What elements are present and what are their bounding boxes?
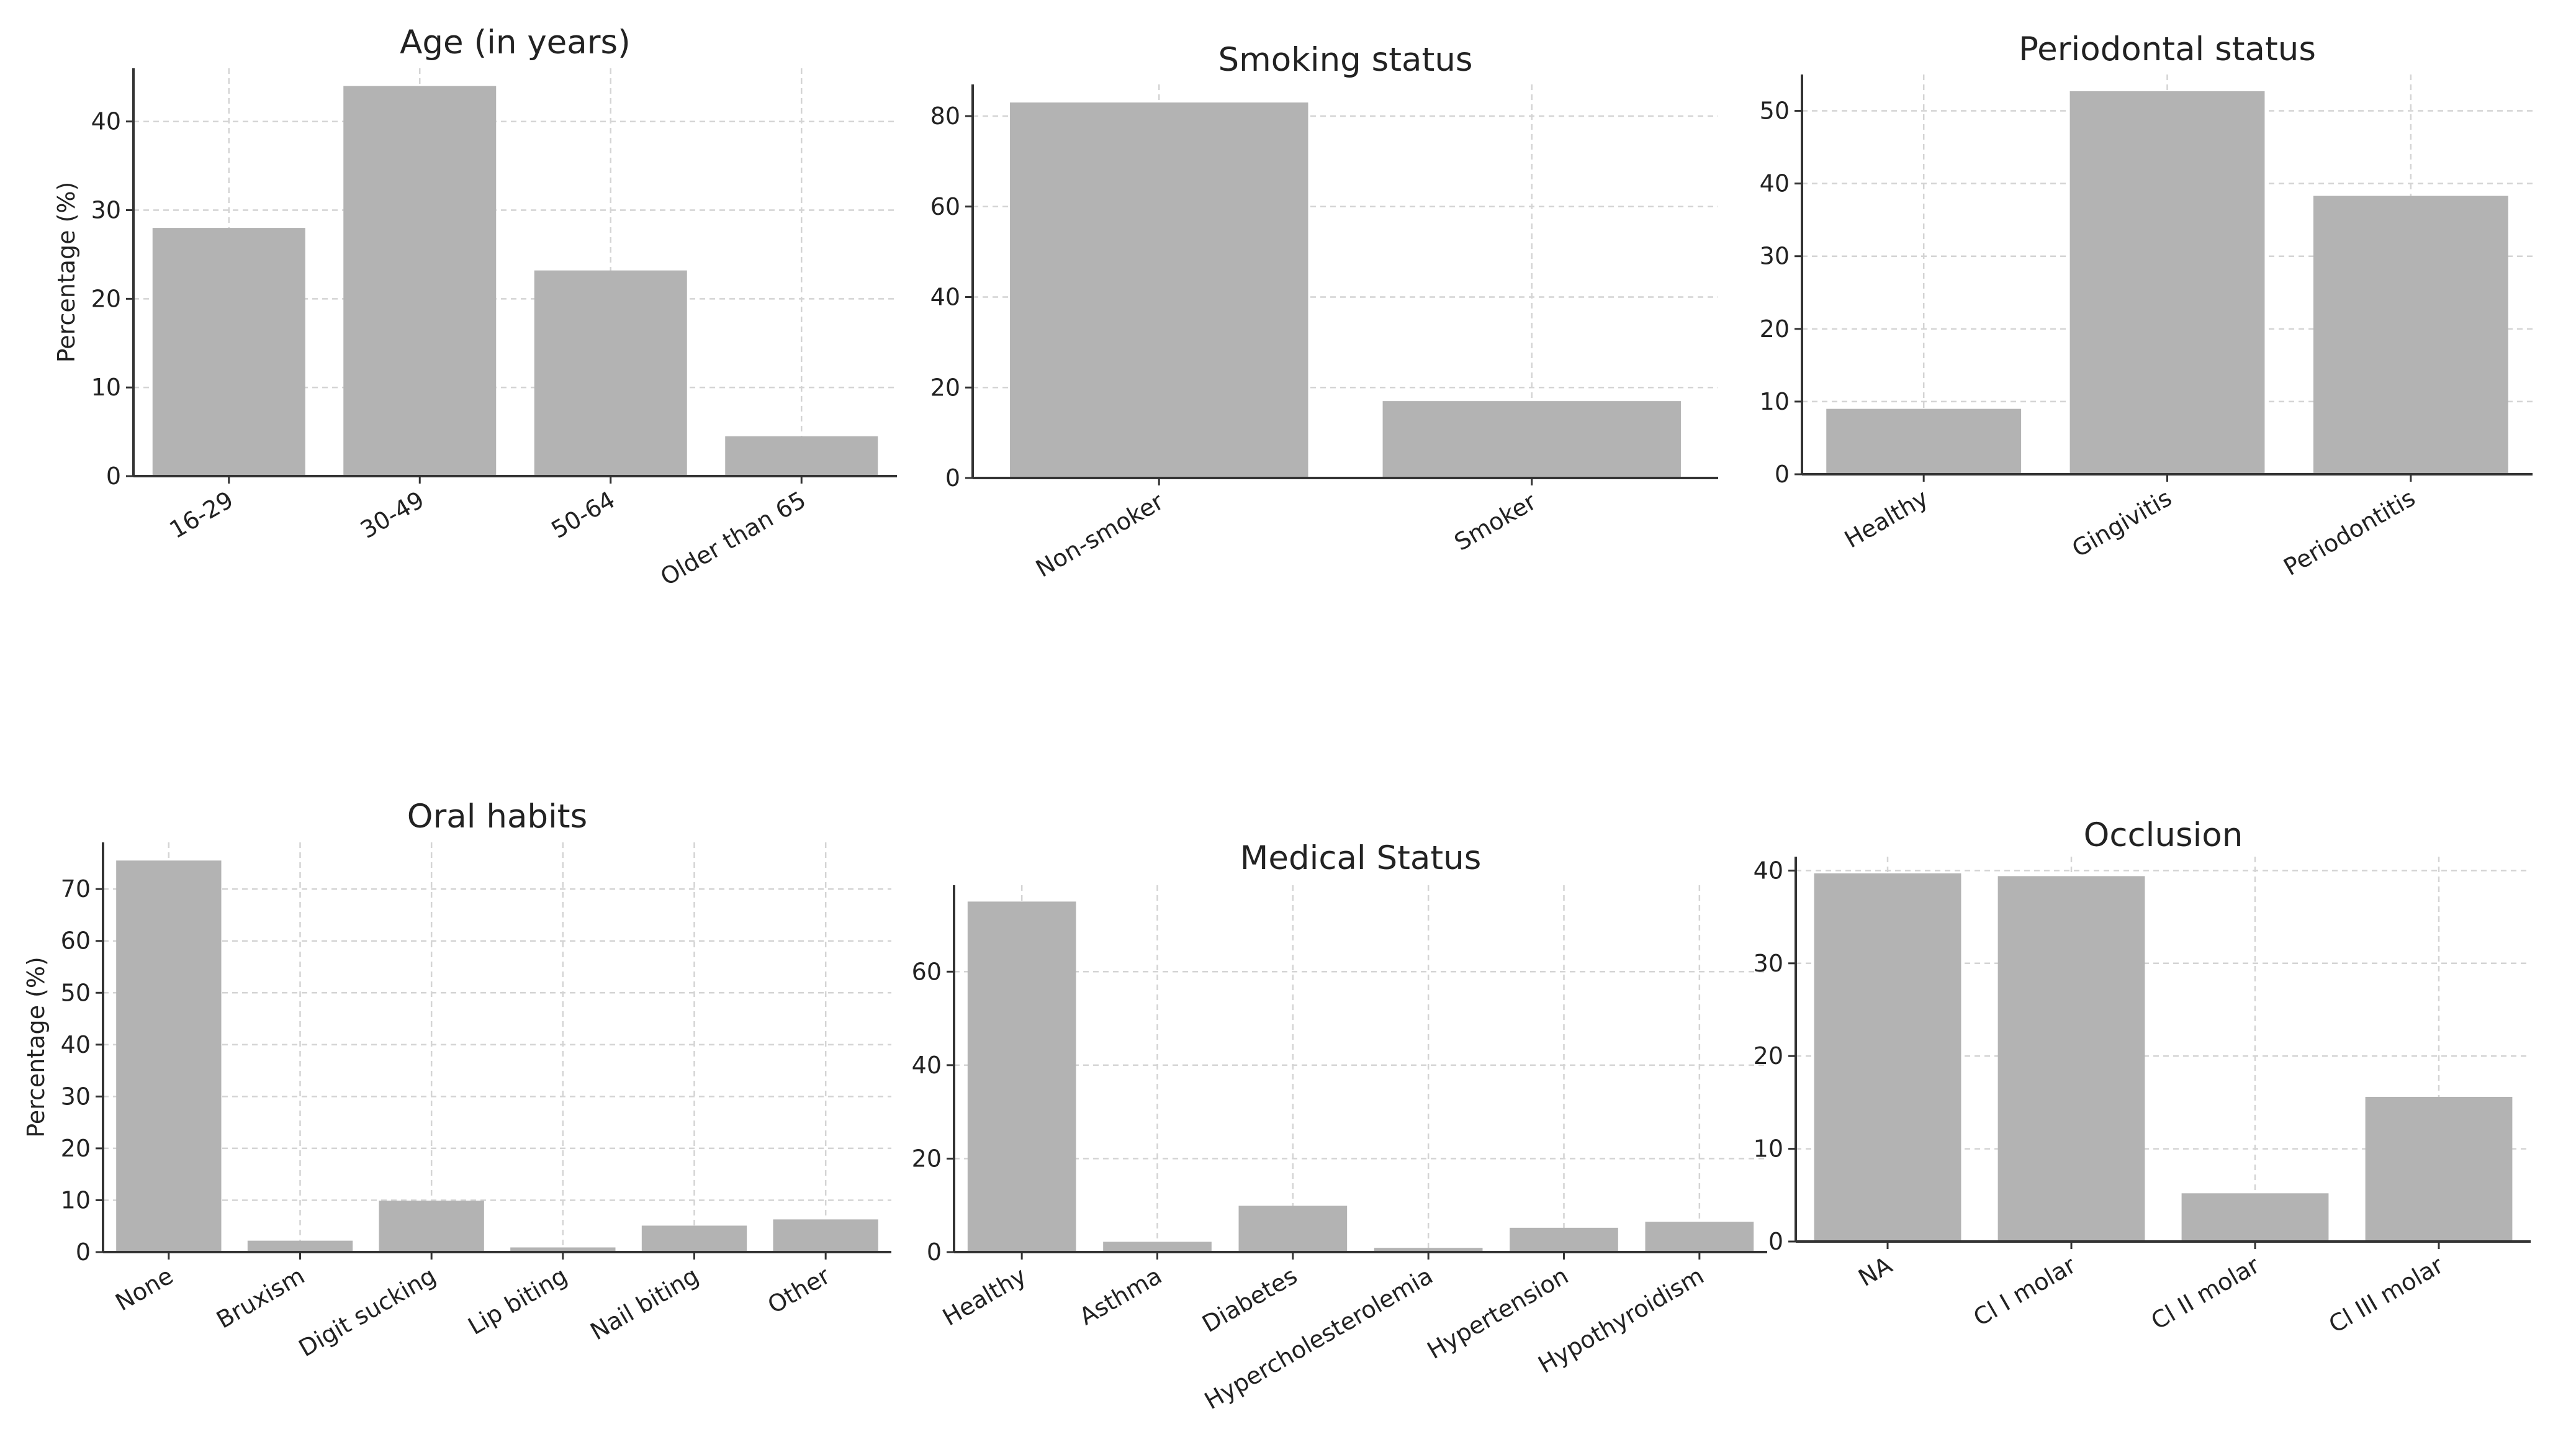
y-tick-label: 70 — [61, 875, 91, 903]
bar-smoker — [1382, 401, 1681, 478]
x-tick-label: Lip biting — [464, 1262, 572, 1340]
bar-older-than-65 — [725, 436, 878, 476]
bar-bruxism — [247, 1240, 353, 1252]
x-tick-label: NA — [1853, 1251, 1896, 1292]
x-tick-label: Periodontitis — [2279, 484, 2420, 581]
x-tick-label: Gingivitis — [2068, 484, 2176, 563]
x-tick-label: Other — [763, 1262, 835, 1319]
bar-cl-i-molar — [1997, 876, 2145, 1242]
chart-title: Occlusion — [2084, 816, 2243, 854]
y-tick-label: 40 — [912, 1052, 942, 1079]
x-tick-label: Smoker — [1450, 488, 1541, 556]
y-tick-label: 60 — [61, 927, 91, 955]
y-tick-label: 30 — [91, 197, 121, 224]
x-tick-label: Digit sucking — [294, 1262, 441, 1363]
x-tick-label: Older than 65 — [655, 486, 810, 591]
chart-panel-3: 0 10 20 30 40 50 Healthy Gingivitis Periodontiti… — [1760, 30, 2533, 581]
y-tick-label: 0 — [945, 464, 960, 492]
y-tick-label: 60 — [912, 958, 942, 985]
chart-panel-2: 0 20 40 60 80 Non-smoker Smoker Smoking status — [930, 41, 1718, 582]
y-tick-label: 20 — [61, 1135, 91, 1162]
y-tick-label: 40 — [930, 284, 960, 311]
y-tick-label: 0 — [927, 1238, 942, 1266]
x-tick-label: Hypercholesterolemia — [1200, 1262, 1438, 1415]
y-axis-label: Percentage (%) — [53, 182, 80, 363]
bar-digit-sucking — [379, 1201, 484, 1252]
chart-title: Smoking status — [1218, 41, 1472, 79]
bar-non-smoker — [1010, 102, 1308, 479]
y-tick-label: 40 — [1754, 857, 1783, 884]
x-tick-label: Cl II molar — [2146, 1251, 2264, 1335]
y-tick-label: 0 — [106, 462, 121, 490]
bar-periodontitis — [2313, 196, 2508, 474]
y-tick-label: 20 — [91, 285, 121, 312]
y-tick-label: 0 — [76, 1238, 91, 1266]
bar-50-64 — [534, 270, 687, 476]
bar-cl-iii-molar — [2365, 1096, 2513, 1242]
x-tick-label: Healthy — [938, 1262, 1031, 1332]
x-tick-label: 50-64 — [547, 486, 620, 544]
y-tick-label: 20 — [930, 374, 960, 401]
y-tick-label: 30 — [1754, 950, 1783, 977]
y-tick-label: 80 — [930, 102, 960, 130]
y-tick-label: 10 — [61, 1186, 91, 1214]
chart-title: Age (in years) — [400, 24, 631, 61]
y-tick-label: 20 — [1754, 1042, 1783, 1070]
bar-lip-biting — [510, 1247, 616, 1252]
x-tick-label: Bruxism — [212, 1262, 309, 1334]
y-tick-label: 30 — [61, 1083, 91, 1110]
chart-title: Oral habits — [407, 798, 587, 836]
x-tick-label: Asthma — [1074, 1262, 1166, 1331]
bar-healthy — [1826, 408, 2022, 474]
bar-healthy — [967, 901, 1076, 1252]
x-tick-label: Cl I molar — [1969, 1251, 2081, 1332]
x-tick-label: Healthy — [1840, 484, 1933, 554]
chart-panel-1: 0 10 20 30 40 16-29 30-49 50-64 Older than 65 Age… — [53, 24, 897, 591]
x-tick-label: Nail biting — [586, 1262, 703, 1346]
y-tick-label: 20 — [1760, 315, 1790, 343]
y-tick-label: 20 — [912, 1145, 942, 1172]
x-tick-label: Non-smoker — [1031, 488, 1168, 583]
y-tick-label: 0 — [1768, 1228, 1783, 1255]
y-tick-label: 30 — [1760, 243, 1790, 270]
y-tick-label: 0 — [1775, 461, 1790, 488]
y-tick-label: 40 — [91, 108, 121, 135]
bar-other — [773, 1219, 878, 1252]
chart-title: Periodontal status — [2019, 30, 2316, 68]
y-tick-label: 10 — [1754, 1135, 1783, 1163]
bar-asthma — [1103, 1242, 1212, 1252]
bar-none — [116, 860, 222, 1252]
bar-diabetes — [1238, 1206, 1348, 1252]
chart-panel-6: 0 10 20 30 40 NA Cl I molar Cl II molar Cl III m… — [1754, 816, 2531, 1338]
bar-na — [1814, 873, 1961, 1242]
y-tick-label: 10 — [91, 374, 121, 401]
x-tick-label: 30-49 — [356, 486, 429, 544]
y-tick-label: 40 — [1760, 170, 1790, 197]
y-tick-label: 10 — [1760, 388, 1790, 415]
y-tick-label: 50 — [1760, 97, 1790, 125]
y-tick-label: 50 — [61, 979, 91, 1006]
x-tick-label: None — [110, 1262, 178, 1317]
bar-cl-ii-molar — [2181, 1193, 2329, 1242]
x-tick-label: Cl III molar — [2324, 1251, 2448, 1339]
x-tick-label: Diabetes — [1197, 1262, 1302, 1338]
bar-hypercholesterolemia — [1374, 1248, 1483, 1252]
x-tick-label: 16-29 — [165, 486, 238, 544]
chart-title: Medical Status — [1240, 839, 1482, 877]
chart-panel-5: 0 20 40 60 Healthy Asthma DiabetesHypercholest… — [912, 839, 1767, 1415]
bar-16-29 — [152, 228, 305, 476]
bar-hypertension — [1510, 1227, 1618, 1252]
y-axis-label: Percentage (%) — [22, 957, 50, 1138]
bar-gingivitis — [2069, 91, 2265, 474]
y-tick-label: 40 — [61, 1031, 91, 1058]
bar-30-49 — [343, 86, 497, 477]
bar-nail-biting — [641, 1225, 747, 1252]
y-tick-label: 60 — [930, 193, 960, 220]
bar-hypothyroidism — [1645, 1222, 1754, 1252]
